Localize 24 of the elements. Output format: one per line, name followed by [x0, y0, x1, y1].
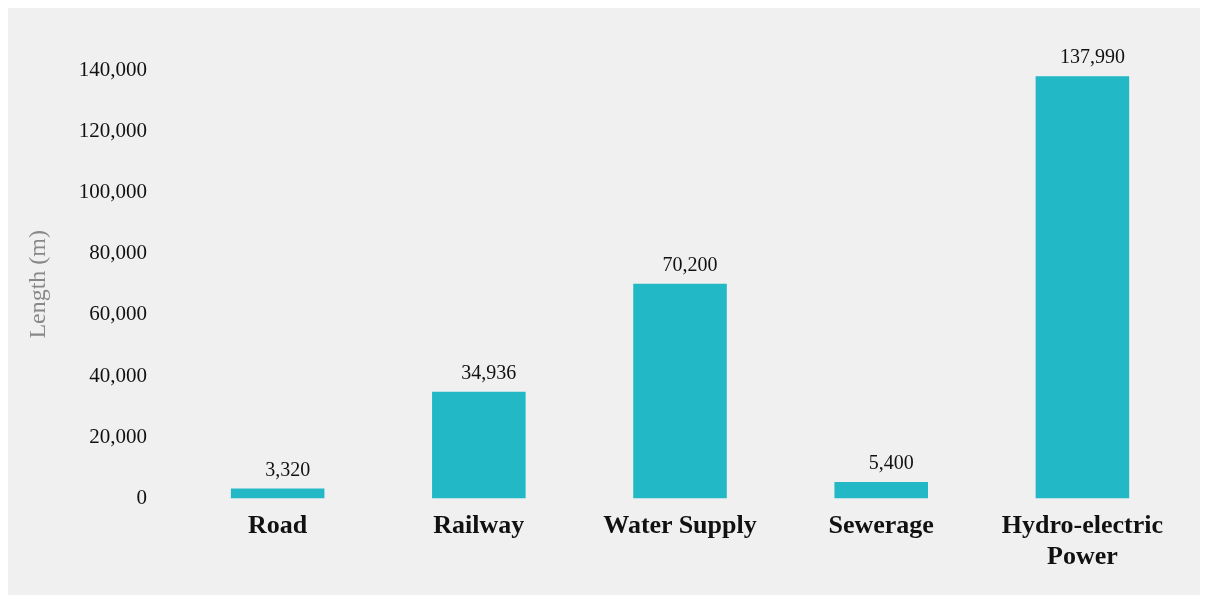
y-tick-label: 60,000	[89, 301, 148, 326]
data-label: 70,200	[662, 252, 718, 275]
x-tick-label: Sewerage	[828, 509, 934, 539]
bar	[1035, 76, 1130, 499]
bar	[633, 283, 727, 499]
x-tick-label: Hydro-electric Power	[1001, 509, 1164, 571]
y-tick-label: 100,000	[78, 178, 148, 203]
data-label: 5,400	[868, 451, 914, 474]
y-tick-label: 140,000	[78, 56, 148, 81]
x-tick-label: Road	[248, 509, 308, 539]
data-label: 137,990	[1059, 45, 1125, 68]
y-tick-label: 80,000	[89, 240, 148, 265]
x-tick-label: Water Supply	[603, 509, 757, 539]
bar	[432, 391, 526, 499]
data-label: 3,320	[265, 457, 311, 480]
y-axis-title: Length (m)	[23, 229, 50, 339]
y-tick-label: 20,000	[89, 423, 148, 448]
y-tick-label: 120,000	[78, 117, 148, 142]
y-tick-label: 0	[136, 485, 148, 510]
x-tick-label: Railway	[433, 509, 525, 539]
data-label: 34,936	[461, 360, 517, 383]
bar	[230, 488, 325, 499]
bar	[834, 482, 928, 499]
y-tick-label: 40,000	[89, 362, 148, 387]
